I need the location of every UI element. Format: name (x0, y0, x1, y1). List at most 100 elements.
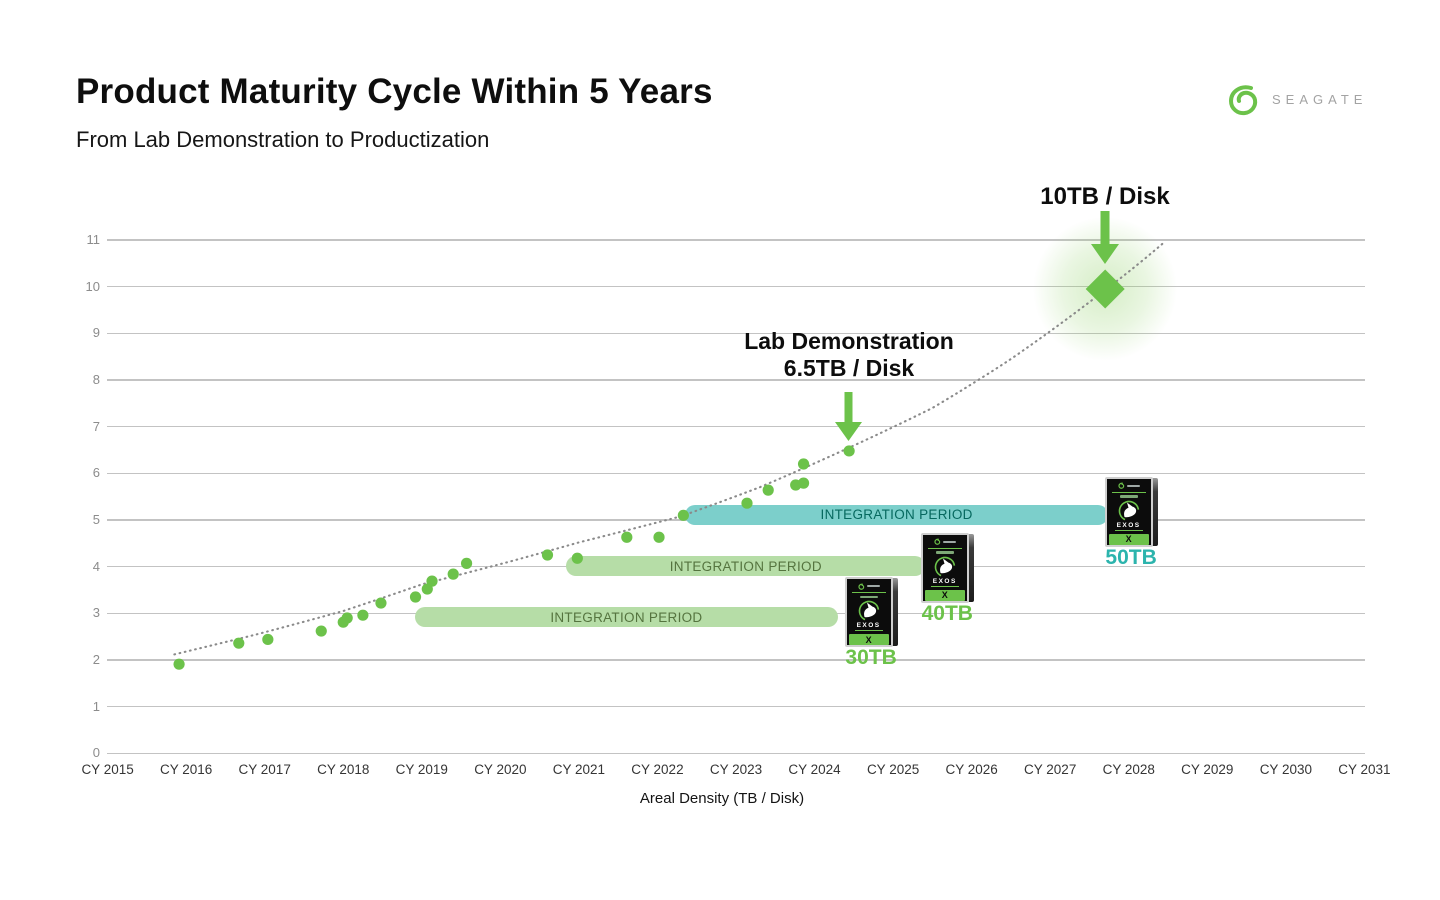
integration-period-bar: INTEGRATION PERIOD (566, 556, 926, 577)
disk-series-text: EXOS (930, 577, 959, 587)
exos-disk-image: EXOS X (844, 577, 898, 648)
data-point (233, 637, 245, 649)
disk-griffin-area (933, 554, 957, 578)
seagate-spiral-icon (1228, 85, 1258, 116)
disk-seagate-mini-logo (1117, 482, 1140, 490)
disk-spiral-icon (1117, 482, 1124, 490)
x-tick-label: CY 2024 (788, 762, 841, 777)
disk-green-line (927, 547, 962, 549)
seagate-wordmark: SEAGATE (1272, 91, 1368, 107)
y-tick-label: 4 (92, 558, 100, 574)
disk-model-text-bar (859, 595, 878, 599)
disk-griffin-area (1117, 498, 1141, 522)
gridline (107, 705, 1365, 708)
data-point (541, 549, 554, 561)
griffin-icon (934, 556, 956, 578)
data-point (337, 616, 349, 628)
y-tick-label: 2 (92, 651, 100, 667)
x-tick-label: CY 2026 (945, 762, 998, 777)
disk-spiral-icon (934, 538, 941, 546)
annotation-10tb-disk: 10TB / Disk (1040, 183, 1170, 210)
disk-wordmark-bar (1126, 484, 1140, 487)
disk-model-text-bar (1119, 495, 1138, 498)
y-tick-label: 6 (92, 465, 100, 481)
integration-period-label: INTEGRATION PERIOD (550, 609, 703, 625)
page-subtitle: From Lab Demonstration to Productization (76, 127, 490, 152)
x-tick-label: CY 2029 (1181, 762, 1234, 777)
disk-front-label: EXOS X (920, 533, 969, 604)
x-tick-label: CY 2027 (1024, 762, 1077, 777)
disk-x-badge: X (924, 589, 965, 602)
trend-dotted-line (173, 241, 1166, 656)
x-axis-title: Areal Density (TB / Disk) (639, 790, 805, 807)
disk-front-label: EXOS X (1104, 477, 1153, 548)
data-point (421, 583, 433, 595)
exos-disk-image: EXOS X (1104, 477, 1158, 548)
y-tick-label: 8 (92, 372, 100, 388)
data-point (262, 633, 274, 646)
data-point (797, 458, 810, 470)
x-tick-label: CY 2019 (395, 762, 448, 777)
y-tick-label: 3 (92, 605, 100, 621)
gridline (107, 239, 1365, 241)
gridline (107, 752, 1365, 755)
disk-spiral-icon (857, 583, 864, 590)
y-tick-label: 10 (85, 278, 100, 294)
griffin-icon (858, 600, 879, 622)
disk-series-text: EXOS (854, 622, 883, 632)
disk-wordmark-bar (866, 585, 880, 588)
integration-period-label: INTEGRATION PERIOD (669, 558, 822, 574)
data-point (762, 484, 774, 496)
x-tick-label: CY 2021 (552, 762, 606, 777)
data-point (790, 479, 802, 491)
annotation-lab-demo-line1: Lab Demonstration (744, 328, 954, 354)
page-title: Product Maturity Cycle Within 5 Years (76, 72, 713, 111)
data-point (797, 477, 810, 489)
integration-period-bar: INTEGRATION PERIOD (684, 504, 1109, 525)
gridline (107, 379, 1365, 381)
integration-period-bar: INTEGRATION PERIOD (414, 607, 839, 628)
x-tick-label: CY 2031 (1338, 762, 1391, 777)
data-point (843, 445, 855, 457)
disk-spiral-path (1117, 482, 1124, 490)
x-tick-label: CY 2025 (866, 762, 920, 777)
data-point (409, 591, 422, 603)
gridline (107, 425, 1365, 428)
x-tick-label: CY 2028 (1102, 762, 1155, 777)
data-point (653, 531, 665, 543)
disk-capacity-label: 30TB (845, 646, 897, 670)
disk-side-edge (1150, 478, 1158, 547)
disk-x-badge: X (1108, 533, 1149, 546)
disk-green-line (1111, 491, 1146, 493)
x-tick-label: CY 2015 (81, 762, 134, 777)
annotation-lab-demo-line2: 6.5TB / Disk (783, 355, 915, 381)
x-tick-label: CY 2023 (709, 762, 763, 777)
y-tick-label: 7 (92, 418, 100, 434)
y-tick-label: 5 (92, 512, 100, 527)
disk-front-label: EXOS X (844, 577, 893, 648)
disk-griffin-area (857, 598, 881, 622)
gridline (107, 332, 1365, 335)
y-tick-label: 11 (86, 232, 101, 248)
integration-period-label: INTEGRATION PERIOD (820, 507, 973, 523)
x-tick-label: CY 2018 (317, 762, 370, 777)
x-tick-label: CY 2020 (474, 762, 527, 777)
x-tick-label: CY 2016 (159, 762, 213, 777)
y-tick-label: 0 (92, 745, 100, 761)
disk-seagate-mini-logo (934, 538, 956, 546)
disk-green-line (851, 591, 886, 593)
highlight-glow (1030, 214, 1181, 365)
data-point (426, 575, 438, 587)
disk-series-text: EXOS (1114, 521, 1143, 531)
griffin-icon (1118, 500, 1139, 522)
data-point (621, 531, 633, 543)
gridline (107, 659, 1365, 661)
data-point (315, 625, 327, 637)
disk-x-badge: X (848, 634, 889, 646)
exos-disk-image: EXOS X (920, 533, 974, 604)
disk-capacity-label: 50TB (1105, 546, 1157, 570)
disk-capacity-label: 40TB (921, 602, 973, 626)
disk-seagate-mini-logo (857, 582, 880, 590)
data-point (357, 609, 369, 621)
